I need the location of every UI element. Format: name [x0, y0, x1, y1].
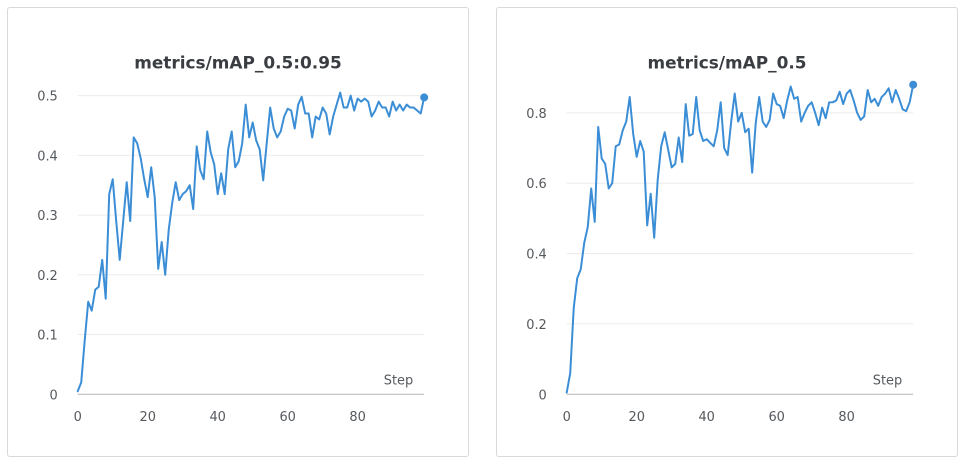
chart-panel-map-0.5: 0 0.2 0.4 0.6 0.8 0 20 40 60 80 metrics/mAP_0.5 S… — [496, 7, 958, 457]
x-tick-label: 20 — [139, 410, 155, 425]
chart-panel-map-0.5-0.95: 0 0.1 0.2 0.3 0.4 0.5 0 20 40 60 80 metrics/mAP_0.… — [7, 7, 469, 457]
y-tick-label: 0 — [539, 388, 547, 403]
y-tick-label: 0.2 — [37, 269, 58, 284]
last-point-marker — [909, 80, 918, 89]
x-tick-label: 40 — [698, 410, 714, 425]
x-axis-label: Step — [384, 373, 413, 388]
last-point-marker — [420, 93, 429, 102]
x-tick-label: 0 — [563, 410, 571, 425]
chart-title: metrics/mAP_0.5 — [647, 53, 806, 73]
x-tick-label: 40 — [209, 410, 225, 425]
y-tick-label: 0.4 — [37, 149, 58, 164]
ticks: 0 0.2 0.4 0.6 0.8 0 20 40 60 80 — [526, 107, 855, 425]
grid — [566, 112, 914, 325]
y-tick-label: 0.1 — [37, 329, 58, 344]
x-tick-label: 0 — [74, 410, 82, 425]
y-tick-label: 0.3 — [37, 209, 58, 224]
series-line — [565, 83, 915, 394]
chart-map-0.5: 0 0.2 0.4 0.6 0.8 0 20 40 60 80 metrics/mAP_0.5 S… — [526, 53, 918, 425]
x-tick-label: 80 — [838, 410, 854, 425]
y-tick-label: 0.2 — [526, 318, 547, 333]
grid — [77, 95, 425, 336]
chart-title: metrics/mAP_0.5:0.95 — [134, 53, 342, 73]
y-tick-label: 0.6 — [526, 177, 547, 192]
y-tick-label: 0.8 — [526, 107, 547, 122]
chart-map-0.5-0.95: 0 0.1 0.2 0.3 0.4 0.5 0 20 40 60 80 metrics/mAP_0.… — [37, 53, 429, 426]
y-tick-label: 0 — [50, 388, 58, 403]
series-line — [76, 91, 426, 393]
x-tick-label: 20 — [628, 410, 644, 425]
x-tick-label: 80 — [349, 410, 365, 425]
y-tick-label: 0.5 — [37, 90, 58, 105]
y-tick-label: 0.4 — [526, 248, 547, 263]
x-axis-label: Step — [873, 373, 902, 388]
ticks: 0 0.1 0.2 0.3 0.4 0.5 0 20 40 60 80 — [37, 90, 366, 426]
x-tick-label: 60 — [768, 410, 784, 425]
x-tick-label: 60 — [279, 410, 295, 425]
